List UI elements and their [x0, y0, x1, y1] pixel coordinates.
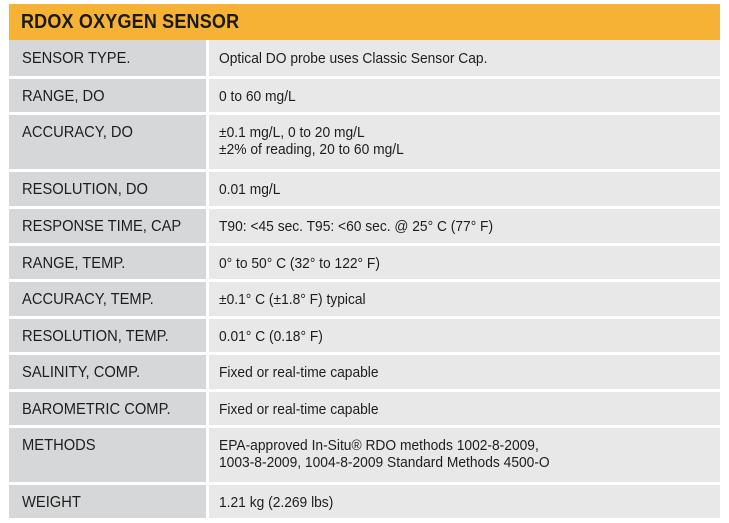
row-label: RANGE, DO	[9, 79, 209, 112]
row-value: 0° to 50° C (32° to 122° F)	[209, 246, 720, 279]
row-label: ACCURACY, TEMP.	[9, 282, 209, 316]
spec-table: RDOX OXYGEN SENSOR SENSOR TYPE. Optical …	[9, 4, 720, 521]
row-label: BAROMETRIC COMP.	[9, 392, 209, 425]
row-value: 0.01 mg/L	[209, 172, 720, 206]
table-row: RANGE, TEMP. 0° to 50° C (32° to 122° F)	[9, 246, 720, 282]
table-header: RDOX OXYGEN SENSOR	[9, 4, 720, 40]
row-value: 0.01° C (0.18° F)	[209, 319, 720, 352]
row-value: Fixed or real-time capable	[209, 355, 720, 389]
row-label: RESOLUTION, TEMP.	[9, 319, 209, 352]
row-value: EPA-approved In-Situ® RDO methods 1002-8…	[209, 428, 720, 482]
row-label: RANGE, TEMP.	[9, 246, 209, 279]
row-value: ±0.1 mg/L, 0 to 20 mg/L ±2% of reading, …	[209, 115, 720, 169]
table-row: RANGE, DO 0 to 60 mg/L	[9, 79, 720, 115]
table-row: RESOLUTION, DO 0.01 mg/L	[9, 172, 720, 209]
row-label: SENSOR TYPE.	[9, 40, 209, 76]
table-row: RESPONSE TIME, CAP T90: <45 sec. T95: <6…	[9, 209, 720, 246]
table-row: SENSOR TYPE. Optical DO probe uses Class…	[9, 40, 720, 79]
table-row: ACCURACY, TEMP. ±0.1° C (±1.8° F) typica…	[9, 282, 720, 319]
row-label: SALINITY, COMP.	[9, 355, 209, 389]
table-title: RDOX OXYGEN SENSOR	[21, 10, 240, 33]
table-row: BAROMETRIC COMP. Fixed or real-time capa…	[9, 392, 720, 428]
row-label: ACCURACY, DO	[9, 115, 209, 169]
row-label: RESPONSE TIME, CAP	[9, 209, 209, 243]
table-row: METHODS EPA-approved In-Situ® RDO method…	[9, 428, 720, 485]
row-label: WEIGHT	[9, 485, 209, 518]
row-value: 1.21 kg (2.269 lbs)	[209, 485, 720, 518]
row-value: Fixed or real-time capable	[209, 392, 720, 425]
row-value: ±0.1° C (±1.8° F) typical	[209, 282, 720, 316]
table-row: SALINITY, COMP. Fixed or real-time capab…	[9, 355, 720, 392]
row-value: 0 to 60 mg/L	[209, 79, 720, 112]
table-row: WEIGHT 1.21 kg (2.269 lbs)	[9, 485, 720, 521]
row-value: Optical DO probe uses Classic Sensor Cap…	[209, 40, 720, 76]
row-label: METHODS	[9, 428, 209, 482]
row-value: T90: <45 sec. T95: <60 sec. @ 25° C (77°…	[209, 209, 720, 243]
row-label: RESOLUTION, DO	[9, 172, 209, 206]
table-row: RESOLUTION, TEMP. 0.01° C (0.18° F)	[9, 319, 720, 355]
table-row: ACCURACY, DO ±0.1 mg/L, 0 to 20 mg/L ±2%…	[9, 115, 720, 172]
